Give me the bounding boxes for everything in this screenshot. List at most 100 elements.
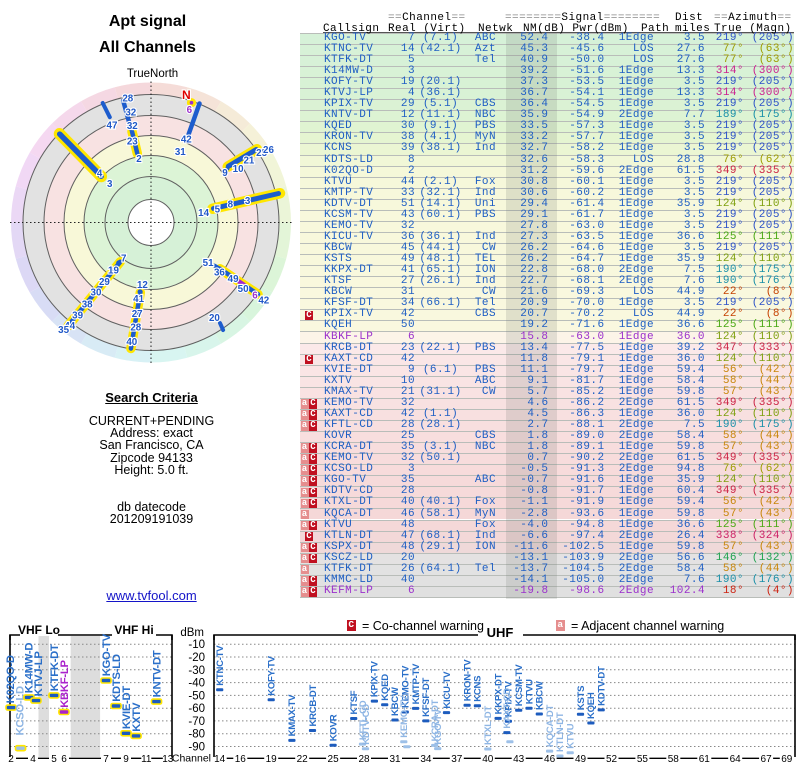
svg-text:67: 67 (761, 754, 773, 765)
svg-text:KRON-TV: KRON-TV (462, 659, 473, 702)
svg-text:44: 44 (64, 321, 75, 332)
svg-text:KVIE-DT: KVIE-DT (121, 686, 133, 729)
svg-text:46: 46 (544, 754, 556, 765)
svg-text:KTXL-DT: KTXL-DT (483, 706, 494, 745)
svg-text:KTVU: KTVU (524, 679, 535, 704)
svg-text:KBCW: KBCW (390, 686, 401, 716)
svg-text:10: 10 (233, 164, 244, 175)
svg-text:41: 41 (133, 294, 144, 305)
svg-text:KDTS-LD: KDTS-LD (111, 654, 123, 702)
svg-text:-70: -70 (188, 716, 205, 728)
svg-text:dBm: dBm (180, 627, 204, 639)
svg-text:KNTV-DT: KNTV-DT (151, 650, 163, 697)
svg-text:KOVR: KOVR (328, 714, 339, 741)
svg-text:32: 32 (127, 121, 138, 132)
svg-text:UHF: UHF (487, 625, 514, 640)
svg-text:-60: -60 (188, 703, 205, 715)
svg-text:-90: -90 (188, 742, 205, 754)
svg-text:3: 3 (107, 179, 113, 190)
svg-text:-80: -80 (188, 729, 205, 741)
svg-text:KTVU: KTVU (566, 723, 577, 748)
svg-text:KPIX-TV: KPIX-TV (370, 660, 381, 697)
svg-text:22: 22 (297, 754, 309, 765)
svg-text:6: 6 (252, 290, 258, 301)
svg-text:KDTV-DT: KDTV-DT (596, 666, 607, 706)
svg-text:KICU-TV: KICU-TV (442, 671, 453, 709)
svg-text:37: 37 (451, 754, 463, 765)
svg-text:KKPX-DT: KKPX-DT (493, 673, 504, 714)
svg-text:KCNS: KCNS (473, 675, 484, 702)
svg-text:69: 69 (781, 754, 793, 765)
svg-text:Channel: Channel (172, 753, 211, 765)
svg-text:KBKF-LP: KBKF-LP (59, 660, 71, 708)
svg-text:27: 27 (132, 309, 143, 320)
svg-text:KTSF: KTSF (349, 690, 360, 714)
svg-text:KGO-TV: KGO-TV (101, 633, 113, 676)
svg-text:14: 14 (214, 754, 226, 765)
svg-text:39: 39 (72, 311, 83, 322)
svg-text:2: 2 (8, 754, 14, 765)
svg-text:51: 51 (203, 258, 214, 269)
svg-text:11: 11 (141, 754, 152, 765)
svg-text:28: 28 (130, 323, 141, 334)
svg-text:KSTS: KSTS (576, 685, 587, 710)
svg-text:K02QO-D: K02QO-D (5, 655, 17, 703)
svg-text:KTFK-DT: KTFK-DT (49, 644, 61, 691)
svg-text:42: 42 (258, 295, 269, 306)
svg-text:14: 14 (198, 208, 209, 219)
svg-text:-20: -20 (188, 652, 205, 664)
svg-text:KFSF-DT: KFSF-DT (421, 678, 432, 717)
svg-text:KXTV: KXTV (131, 702, 143, 732)
svg-text:55: 55 (637, 754, 649, 765)
svg-text:KQED: KQED (380, 674, 391, 701)
svg-text:9: 9 (123, 754, 129, 765)
svg-text:KMTP-TV: KMTP-TV (411, 663, 422, 704)
svg-text:6: 6 (187, 105, 193, 116)
svg-text:2: 2 (136, 154, 142, 165)
svg-text:KFTL-CD: KFTL-CD (358, 700, 369, 740)
svg-text:36: 36 (214, 267, 225, 278)
svg-text:31: 31 (389, 754, 401, 765)
svg-text:KBCW: KBCW (535, 680, 546, 710)
svg-text:40: 40 (126, 337, 137, 348)
svg-text:40: 40 (482, 754, 494, 765)
svg-text:31: 31 (175, 147, 186, 158)
svg-text:38: 38 (82, 300, 93, 311)
svg-text:8: 8 (228, 200, 234, 211)
svg-text:50: 50 (238, 284, 249, 295)
svg-text:4: 4 (30, 754, 36, 765)
svg-text:VHF Lo: VHF Lo (18, 623, 60, 637)
svg-text:KTVJ-LP: KTVJ-LP (33, 651, 45, 697)
svg-text:6: 6 (61, 754, 67, 765)
svg-text:KTLN-DT: KTLN-DT (555, 712, 566, 752)
svg-text:KEMO-TV: KEMO-TV (399, 695, 410, 738)
svg-text:16: 16 (235, 754, 247, 765)
svg-text:7: 7 (103, 754, 109, 765)
svg-text:KDTV-CD: KDTV-CD (361, 704, 372, 745)
svg-text:12: 12 (137, 280, 148, 291)
svg-text:58: 58 (668, 754, 680, 765)
svg-text:-10: -10 (188, 639, 205, 651)
svg-text:32: 32 (125, 107, 136, 118)
svg-text:KMAX-TV: KMAX-TV (287, 694, 298, 737)
svg-text:29: 29 (99, 277, 110, 288)
svg-text:9: 9 (222, 168, 228, 179)
svg-text:25: 25 (328, 754, 340, 765)
svg-text:KTNC-TV: KTNC-TV (215, 645, 226, 686)
svg-text:30: 30 (91, 287, 102, 298)
svg-text:KPIX-TV: KPIX-TV (504, 681, 515, 718)
svg-text:N: N (182, 88, 191, 102)
svg-text:5: 5 (215, 205, 221, 216)
svg-text:25: 25 (256, 148, 267, 159)
svg-text:47: 47 (107, 121, 118, 132)
svg-text:KQCA-DT: KQCA-DT (545, 705, 556, 748)
svg-text:5: 5 (51, 754, 57, 765)
svg-text:26: 26 (263, 145, 274, 156)
svg-text:28: 28 (122, 94, 133, 105)
svg-text:35: 35 (58, 325, 69, 336)
svg-text:19: 19 (266, 754, 278, 765)
svg-text:KGO-TV: KGO-TV (433, 708, 444, 744)
svg-text:28: 28 (358, 754, 370, 765)
svg-text:VHF Hi: VHF Hi (114, 623, 153, 637)
svg-text:KCRA-DT: KCRA-DT (430, 699, 441, 741)
